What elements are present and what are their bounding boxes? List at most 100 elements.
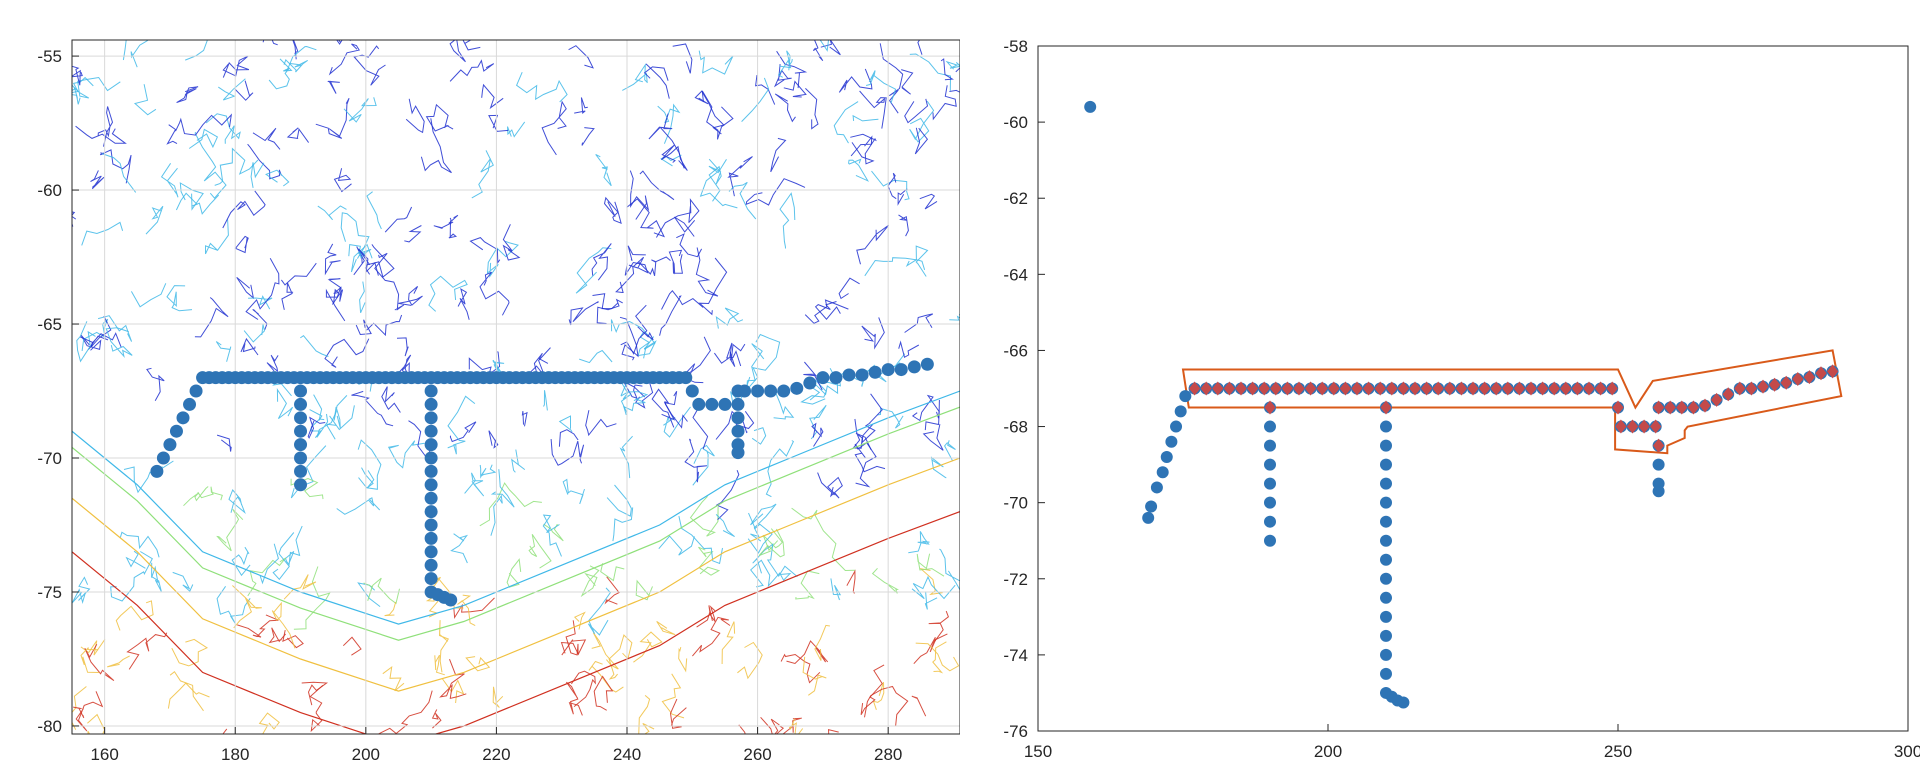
contour-line — [864, 685, 909, 727]
selected-station-marker — [1455, 381, 1467, 396]
contour-line — [865, 70, 897, 104]
selected-station-marker — [1615, 419, 1627, 434]
contour-line — [355, 319, 372, 336]
contour-line — [915, 642, 960, 672]
contour-line — [751, 427, 767, 445]
selection-polygon — [1181, 349, 1843, 455]
contour-line — [595, 153, 612, 187]
contour-line — [575, 247, 612, 294]
left-axis-ticks: 160 180 200 220 240 260 280 -55 -60 -65 -70 -75 -80 — [37, 47, 902, 764]
contour-line — [939, 548, 960, 591]
left-x-tick-label: 200 — [352, 745, 380, 764]
contour-line — [271, 40, 278, 46]
contour-line — [750, 559, 792, 588]
bathymetry-station-map: 160 180 200 220 240 260 280 -55 -60 -65 -70 -75 -80 — [0, 0, 961, 772]
selected-station-marker — [1328, 381, 1340, 396]
contour-line — [581, 127, 595, 146]
contour-line — [773, 64, 792, 88]
selected-station-marker — [1606, 381, 1618, 396]
station-point — [731, 424, 745, 438]
contour-line — [307, 416, 326, 439]
station-point — [1652, 485, 1665, 498]
contour-line — [342, 636, 362, 656]
station-point — [183, 397, 197, 411]
contour-line — [166, 124, 178, 145]
station-point — [189, 384, 203, 398]
contour-line — [72, 65, 83, 86]
contour-line — [658, 535, 695, 556]
contour-line — [663, 406, 691, 438]
right-x-tick-label: 150 — [1024, 742, 1052, 761]
contour-line — [457, 594, 476, 627]
contour-line — [245, 257, 280, 320]
selected-station-marker — [1769, 377, 1781, 392]
contour-line — [250, 162, 265, 188]
left-y-tick-label: -60 — [37, 181, 62, 200]
contour-line — [715, 514, 735, 538]
contour-line — [622, 63, 648, 91]
station-point — [424, 451, 438, 465]
contour-line — [949, 67, 960, 93]
contour-line — [76, 321, 96, 363]
contour-line — [887, 172, 897, 200]
contour-line — [97, 106, 114, 147]
contour-line — [280, 262, 317, 286]
station-point — [424, 478, 438, 492]
contour-line — [838, 68, 873, 93]
contour-line — [637, 256, 671, 276]
contour-line — [449, 59, 495, 82]
contour-line — [469, 237, 501, 265]
contour-line — [358, 248, 379, 276]
station-point — [424, 545, 438, 559]
contour-line — [384, 206, 413, 233]
contour-line — [871, 567, 899, 594]
contour-line — [924, 591, 938, 610]
contour-line — [755, 75, 776, 105]
station-point — [1142, 511, 1155, 524]
contour-line — [265, 169, 290, 187]
selected-station-marker — [1444, 381, 1456, 396]
selected-station-marker — [1548, 381, 1560, 396]
contour-line — [90, 170, 105, 190]
contour-line — [405, 98, 425, 134]
station-point — [1380, 420, 1392, 433]
contour-line — [596, 298, 623, 324]
contour-line — [301, 681, 329, 706]
selected-station-marker — [1397, 381, 1409, 396]
contour-line — [215, 341, 232, 362]
contour-line — [357, 439, 382, 490]
contour-line — [175, 113, 233, 136]
selected-station-marker — [1560, 381, 1572, 396]
contour-line — [651, 388, 676, 428]
station-point — [1150, 481, 1163, 494]
contour-line — [343, 97, 377, 123]
contour-line — [770, 137, 787, 173]
contour-line — [218, 78, 246, 101]
right-y-tick-label: -64 — [1003, 265, 1028, 284]
contour-line — [87, 713, 106, 734]
contour-line — [381, 386, 401, 413]
contour-line — [404, 225, 422, 243]
contour-line — [123, 460, 174, 494]
contour-line — [75, 125, 127, 144]
station-point — [163, 438, 177, 452]
selected-station-marker — [1650, 419, 1662, 434]
contour-line — [570, 670, 596, 707]
contour-line — [911, 695, 927, 717]
contour-line — [433, 214, 459, 229]
contour-line — [363, 577, 400, 605]
contour-line — [486, 240, 519, 279]
station-point — [803, 376, 817, 390]
station-point — [679, 371, 693, 385]
selected-station-marker — [1780, 375, 1792, 390]
contour-line — [860, 664, 885, 716]
contour-line — [166, 285, 193, 312]
contour-line — [850, 135, 873, 157]
right-x-tick-label: 200 — [1314, 742, 1342, 761]
contour-line — [593, 675, 614, 711]
contour-line — [898, 214, 909, 237]
contour-line — [351, 390, 394, 427]
contour-line — [930, 456, 947, 479]
contour-line — [350, 243, 373, 273]
left-x-tick-label: 180 — [221, 745, 249, 764]
